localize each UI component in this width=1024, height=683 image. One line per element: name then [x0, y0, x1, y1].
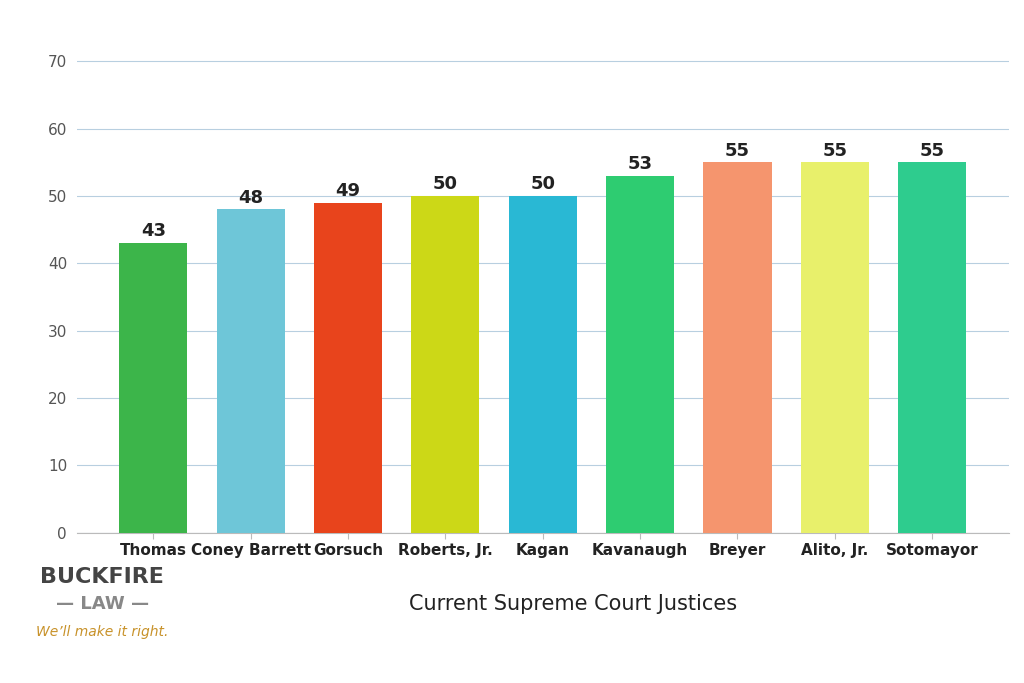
Bar: [412, 196, 479, 533]
Bar: [703, 163, 771, 533]
Bar: [801, 163, 869, 533]
Text: 53: 53: [628, 155, 652, 173]
Text: 43: 43: [140, 223, 166, 240]
Text: 50: 50: [433, 176, 458, 193]
Bar: [314, 203, 382, 533]
Bar: [509, 196, 577, 533]
Text: 55: 55: [822, 141, 847, 160]
Text: — LAW —: — LAW —: [56, 596, 148, 613]
Bar: [216, 210, 285, 533]
Text: 55: 55: [920, 141, 945, 160]
Text: We’ll make it right.: We’ll make it right.: [36, 625, 169, 639]
Bar: [898, 163, 967, 533]
Text: 49: 49: [336, 182, 360, 200]
Text: Current Supreme Court Justices: Current Supreme Court Justices: [410, 594, 737, 615]
Text: BUCKFIRE: BUCKFIRE: [41, 567, 164, 587]
Bar: [119, 243, 187, 533]
Text: 50: 50: [530, 176, 555, 193]
Text: 55: 55: [725, 141, 750, 160]
Text: 48: 48: [238, 189, 263, 207]
Bar: [606, 176, 674, 533]
